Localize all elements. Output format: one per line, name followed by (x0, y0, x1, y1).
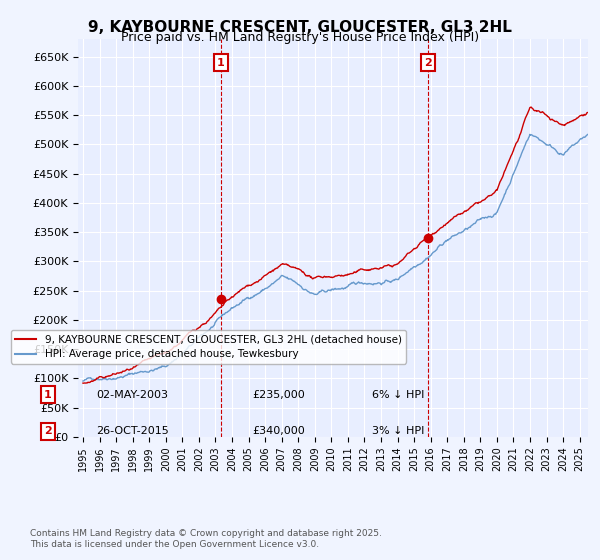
Text: Contains HM Land Registry data © Crown copyright and database right 2025.
This d: Contains HM Land Registry data © Crown c… (30, 529, 382, 549)
Text: 1: 1 (217, 58, 225, 68)
Text: £235,000: £235,000 (252, 390, 305, 400)
Text: 26-OCT-2015: 26-OCT-2015 (96, 426, 169, 436)
Text: £340,000: £340,000 (252, 426, 305, 436)
Text: 3% ↓ HPI: 3% ↓ HPI (372, 426, 424, 436)
Text: 2: 2 (424, 58, 432, 68)
Text: 6% ↓ HPI: 6% ↓ HPI (372, 390, 424, 400)
Legend: 9, KAYBOURNE CRESCENT, GLOUCESTER, GL3 2HL (detached house), HPI: Average price,: 9, KAYBOURNE CRESCENT, GLOUCESTER, GL3 2… (11, 330, 406, 363)
Text: Price paid vs. HM Land Registry's House Price Index (HPI): Price paid vs. HM Land Registry's House … (121, 31, 479, 44)
Text: 02-MAY-2003: 02-MAY-2003 (96, 390, 168, 400)
Text: 9, KAYBOURNE CRESCENT, GLOUCESTER, GL3 2HL: 9, KAYBOURNE CRESCENT, GLOUCESTER, GL3 2… (88, 20, 512, 35)
Text: 1: 1 (44, 390, 52, 400)
Text: 2: 2 (44, 426, 52, 436)
